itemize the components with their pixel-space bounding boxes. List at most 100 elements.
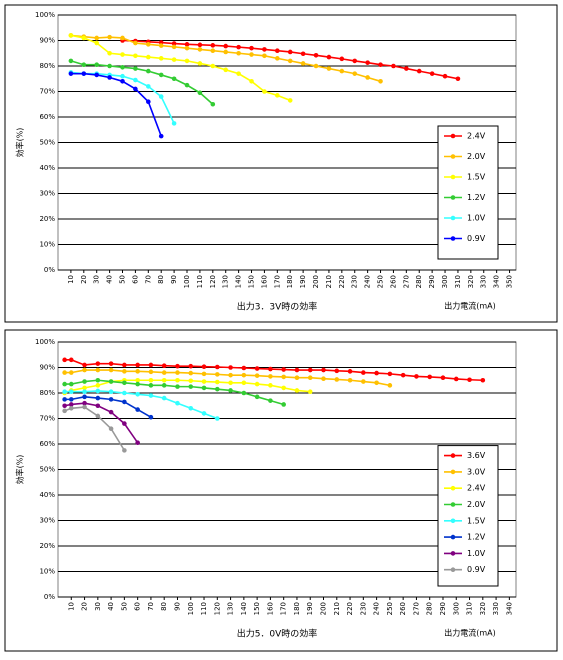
data-point <box>374 380 379 386</box>
data-point <box>275 93 280 98</box>
data-point <box>210 43 216 48</box>
x-tick-label: 200 <box>320 602 328 615</box>
y-tick-label: 90% <box>39 364 55 372</box>
x-tick-label: 260 <box>389 275 397 288</box>
data-point <box>184 82 190 88</box>
data-point <box>94 40 100 46</box>
data-point <box>387 383 393 388</box>
data-point <box>95 395 101 401</box>
data-point <box>188 363 194 369</box>
data-point <box>241 365 247 371</box>
x-tick-label: 180 <box>286 275 294 288</box>
data-point <box>254 381 260 387</box>
data-point <box>287 98 293 103</box>
y-tick-label: 70% <box>39 415 55 423</box>
data-point <box>236 71 241 76</box>
data-point <box>262 89 267 94</box>
data-point <box>68 58 74 64</box>
x-tick-label: 20 <box>81 602 89 611</box>
x-tick-label: 10 <box>67 602 75 611</box>
data-point <box>400 372 406 378</box>
data-point <box>347 377 353 383</box>
data-point <box>81 35 87 41</box>
data-point <box>429 71 435 76</box>
data-point <box>268 383 273 388</box>
data-point <box>148 369 154 375</box>
data-point <box>135 369 140 374</box>
data-point <box>62 381 67 387</box>
data-point <box>158 56 164 61</box>
legend-label: 2.4V <box>467 132 486 141</box>
data-point <box>249 52 254 57</box>
x-tick-label: 250 <box>377 275 385 288</box>
data-point <box>135 391 140 397</box>
data-point <box>294 388 300 393</box>
data-point <box>404 66 409 71</box>
data-point <box>82 362 87 368</box>
data-point <box>197 61 203 66</box>
data-point <box>133 86 138 92</box>
x-tick-label: 280 <box>415 275 423 288</box>
legend-label: 1.2V <box>467 193 486 202</box>
data-point <box>175 363 180 369</box>
data-point <box>95 388 101 394</box>
data-point <box>171 76 177 82</box>
y-tick-label: 60% <box>39 113 55 121</box>
data-point <box>94 62 100 68</box>
legend-marker <box>450 485 456 491</box>
x-tick-label: 10 <box>67 275 75 284</box>
x-tick-label: 210 <box>325 275 333 288</box>
data-point <box>108 409 114 415</box>
data-point <box>352 71 358 76</box>
data-point <box>158 72 164 78</box>
x-tick-label: 150 <box>253 602 261 615</box>
x-tick-label: 340 <box>505 602 513 615</box>
data-point <box>184 42 190 47</box>
legend-marker <box>450 236 456 241</box>
x-tick-label: 220 <box>338 275 346 288</box>
x-tick-label: 240 <box>373 602 381 615</box>
data-point <box>467 377 472 383</box>
data-point <box>148 377 154 383</box>
data-point <box>95 367 101 373</box>
data-point <box>210 101 216 107</box>
data-point <box>378 62 383 68</box>
legend-marker <box>450 215 456 221</box>
data-point <box>107 75 112 80</box>
data-point <box>171 41 177 46</box>
data-point <box>148 362 154 368</box>
x-tick-label: 300 <box>452 602 460 615</box>
x-tick-label: 300 <box>441 275 449 288</box>
data-point <box>387 371 393 377</box>
data-point <box>281 367 286 372</box>
data-point <box>158 133 164 139</box>
data-point <box>453 376 459 382</box>
x-tick-label: 80 <box>157 275 165 284</box>
data-point <box>268 398 273 403</box>
data-point <box>62 357 67 363</box>
data-point <box>215 386 220 392</box>
data-point <box>427 374 433 380</box>
x-tick-label: 180 <box>293 602 301 615</box>
data-point <box>94 35 100 41</box>
data-point <box>281 402 286 407</box>
data-point <box>275 48 280 53</box>
x-tick-label: 70 <box>147 602 155 611</box>
legend-label: 2.0V <box>467 152 486 161</box>
data-point <box>281 374 286 380</box>
legend-box <box>437 445 499 587</box>
data-point <box>455 76 461 82</box>
chart-title: 出力5．0V時の効率 <box>237 628 318 640</box>
data-point <box>81 62 87 68</box>
data-point <box>62 389 67 395</box>
data-point <box>148 414 154 420</box>
data-point <box>62 408 67 414</box>
legend-marker <box>450 154 456 159</box>
data-point <box>135 407 140 412</box>
data-point <box>122 399 127 405</box>
data-point <box>95 377 101 383</box>
data-point <box>82 394 87 400</box>
data-point <box>161 377 167 383</box>
